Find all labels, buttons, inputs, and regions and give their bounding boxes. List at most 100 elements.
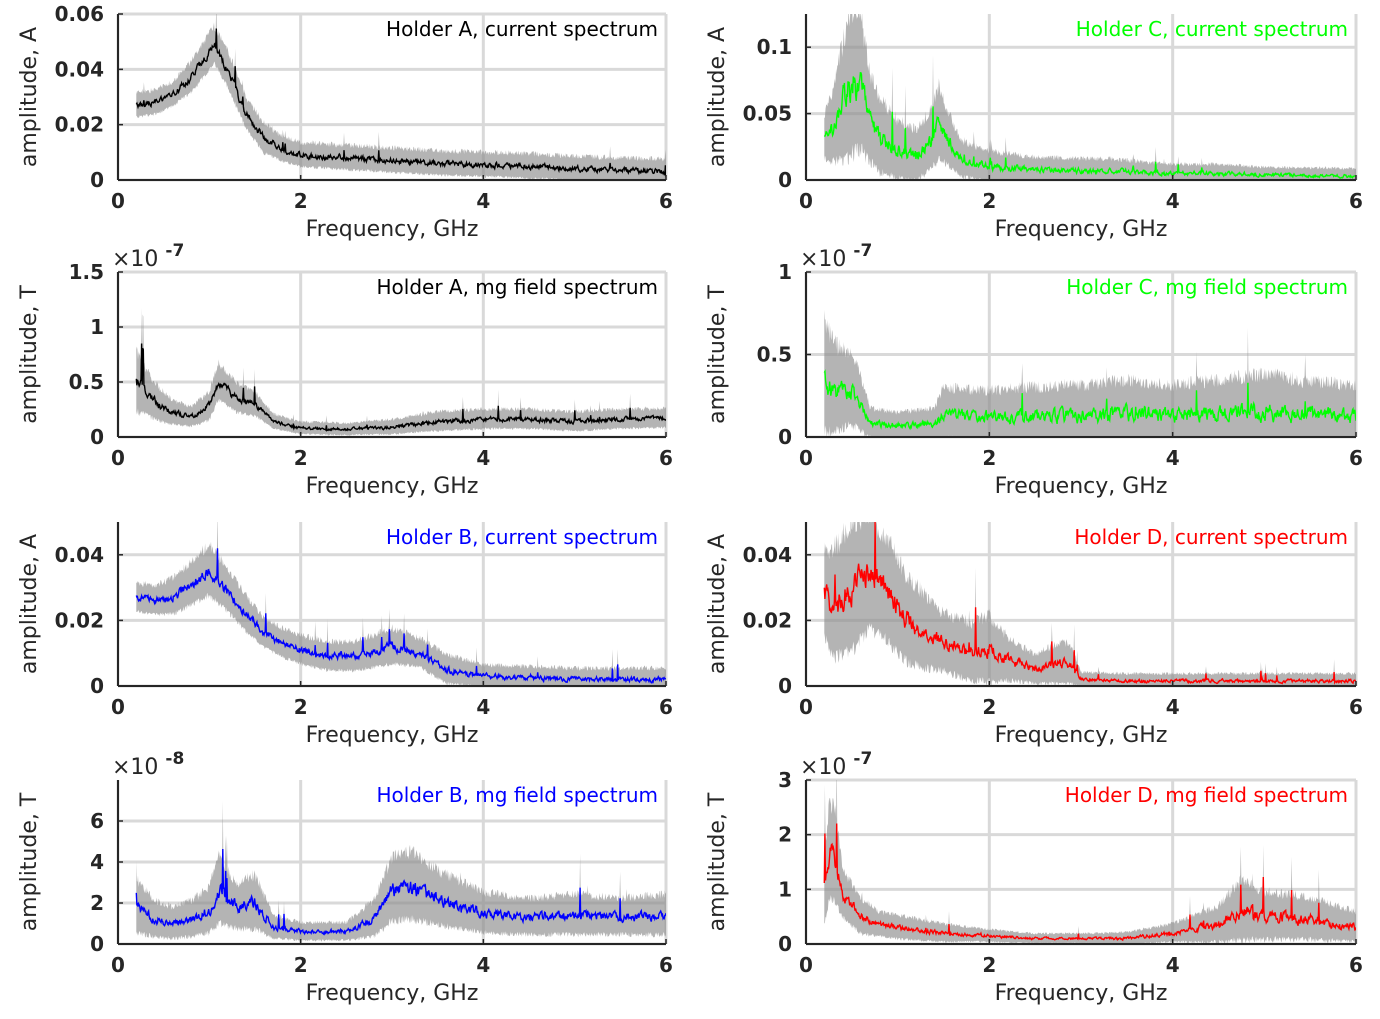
y-tick-label: 0.04 [55, 543, 104, 567]
x-tick-label: 4 [476, 953, 490, 977]
y-axis-label: amplitude, A [705, 534, 730, 674]
panel-title: Holder D, current spectrum [1074, 525, 1348, 549]
y-tick-label: 1.5 [69, 260, 104, 284]
series-line [135, 848, 666, 936]
x-tick-label: 4 [476, 695, 490, 719]
panel-title: Holder D, mg field spectrum [1065, 783, 1348, 807]
series-line [823, 522, 1356, 686]
y-tick-label: 3 [778, 768, 792, 792]
x-tick-label: 6 [659, 695, 673, 719]
y-tick-label: 2 [778, 823, 792, 847]
x-axis-label: Frequency, GHz [995, 474, 1168, 499]
y-tick-label: 0 [90, 674, 104, 698]
axis-exponent: ×10 -7 [800, 241, 872, 272]
y-axis-label: amplitude, T [17, 792, 42, 931]
x-tick-label: 0 [111, 189, 125, 213]
x-tick-label: 0 [111, 953, 125, 977]
x-axis-label: Frequency, GHz [995, 217, 1168, 242]
series-line [135, 548, 666, 684]
y-tick-label: 1 [778, 260, 792, 284]
panel-3: 0 2 4 6 0 0.5 1 1.5 ×10 -7 Frequency, GHz amplitud… [17, 241, 673, 499]
panel-title: Holder B, current spectrum [386, 525, 658, 549]
x-tick-label: 0 [111, 446, 125, 470]
axis-exponent: ×10 -7 [800, 749, 872, 780]
axis-exponent: ×10 -8 [112, 749, 184, 780]
y-tick-label: 0.06 [55, 2, 104, 26]
x-tick-label: 4 [476, 189, 490, 213]
exponent-value: -7 [165, 241, 184, 261]
y-tick-label: 1 [778, 877, 792, 901]
exponent-value: -8 [165, 749, 184, 769]
x-tick-label: 2 [982, 446, 996, 470]
panel-title: Holder A, mg field spectrum [377, 275, 659, 299]
variance-band [136, 801, 666, 942]
x-tick-label: 6 [1349, 695, 1363, 719]
series-line [823, 823, 1356, 942]
y-tick-label: 0.02 [55, 113, 104, 137]
y-axis-label: amplitude, T [705, 285, 730, 424]
x-tick-label: 6 [1349, 446, 1363, 470]
y-tick-label: 0 [778, 932, 792, 956]
series-line [135, 343, 666, 432]
variance-band [824, 310, 1356, 437]
y-axis-label: amplitude, A [17, 27, 42, 167]
panel-1: 0 2 4 6 0 0.02 0.04 0.06 Frequency, GHz amplitude… [17, 2, 673, 242]
y-tick-label: 6 [90, 809, 104, 833]
axis-exponent: ×10 -7 [112, 241, 184, 272]
y-tick-label: 0.02 [55, 608, 104, 632]
exponent-value: -7 [853, 749, 872, 769]
variance-band [824, 14, 1356, 180]
variance-band [824, 780, 1356, 944]
y-tick-label: 0.05 [743, 102, 792, 126]
x-tick-label: 0 [799, 189, 813, 213]
y-axis-label: amplitude, T [17, 285, 42, 424]
panel-7: 0 2 4 6 0 2 4 6 ×10 -8 Frequency, GHz amplitude, T… [17, 749, 673, 1006]
panel-title: Holder C, current spectrum [1076, 17, 1348, 41]
x-tick-label: 4 [476, 446, 490, 470]
x-tick-label: 6 [659, 189, 673, 213]
series-line [823, 369, 1356, 431]
y-tick-label: 0 [778, 425, 792, 449]
variance-band [136, 14, 666, 180]
y-tick-label: 0 [778, 168, 792, 192]
variance-band [136, 522, 666, 686]
exponent-value: -7 [853, 241, 872, 261]
series-line [823, 71, 1356, 179]
x-tick-label: 0 [799, 446, 813, 470]
y-tick-label: 1 [90, 315, 104, 339]
y-tick-label: 4 [90, 850, 104, 874]
y-tick-label: 0.04 [55, 57, 104, 81]
x-tick-label: 0 [799, 695, 813, 719]
y-axis-label: amplitude, T [705, 792, 730, 931]
x-axis-label: Frequency, GHz [995, 723, 1168, 748]
series-line [135, 28, 666, 177]
panel-title: Holder A, current spectrum [386, 17, 658, 41]
x-tick-label: 0 [111, 695, 125, 719]
x-axis-label: Frequency, GHz [306, 981, 479, 1006]
panel-8: 0 2 4 6 0 1 2 3 ×10 -7 Frequency, GHz amplitude, T… [705, 749, 1363, 1006]
panel-title: Holder B, mg field spectrum [376, 783, 658, 807]
y-axis-label: amplitude, A [705, 27, 730, 167]
y-tick-label: 0.5 [757, 343, 792, 367]
x-axis-label: Frequency, GHz [306, 217, 479, 242]
x-tick-label: 2 [294, 446, 308, 470]
x-tick-label: 2 [982, 695, 996, 719]
x-tick-label: 4 [1166, 446, 1180, 470]
x-tick-label: 2 [982, 953, 996, 977]
y-axis-label: amplitude, A [17, 534, 42, 674]
x-tick-label: 2 [982, 189, 996, 213]
panel-title: Holder C, mg field spectrum [1066, 275, 1348, 299]
x-tick-label: 6 [1349, 953, 1363, 977]
y-tick-label: 0 [90, 425, 104, 449]
panel-4: 0 2 4 6 0 0.5 1 ×10 -7 Frequency, GHz amplitude, … [705, 241, 1363, 499]
y-tick-label: 2 [90, 891, 104, 915]
x-tick-label: 4 [1166, 695, 1180, 719]
x-axis-label: Frequency, GHz [995, 981, 1168, 1006]
x-tick-label: 4 [1166, 189, 1180, 213]
x-tick-label: 2 [294, 953, 308, 977]
y-tick-label: 0.04 [743, 543, 792, 567]
x-axis-label: Frequency, GHz [306, 474, 479, 499]
x-tick-label: 6 [1349, 189, 1363, 213]
x-tick-label: 2 [294, 695, 308, 719]
